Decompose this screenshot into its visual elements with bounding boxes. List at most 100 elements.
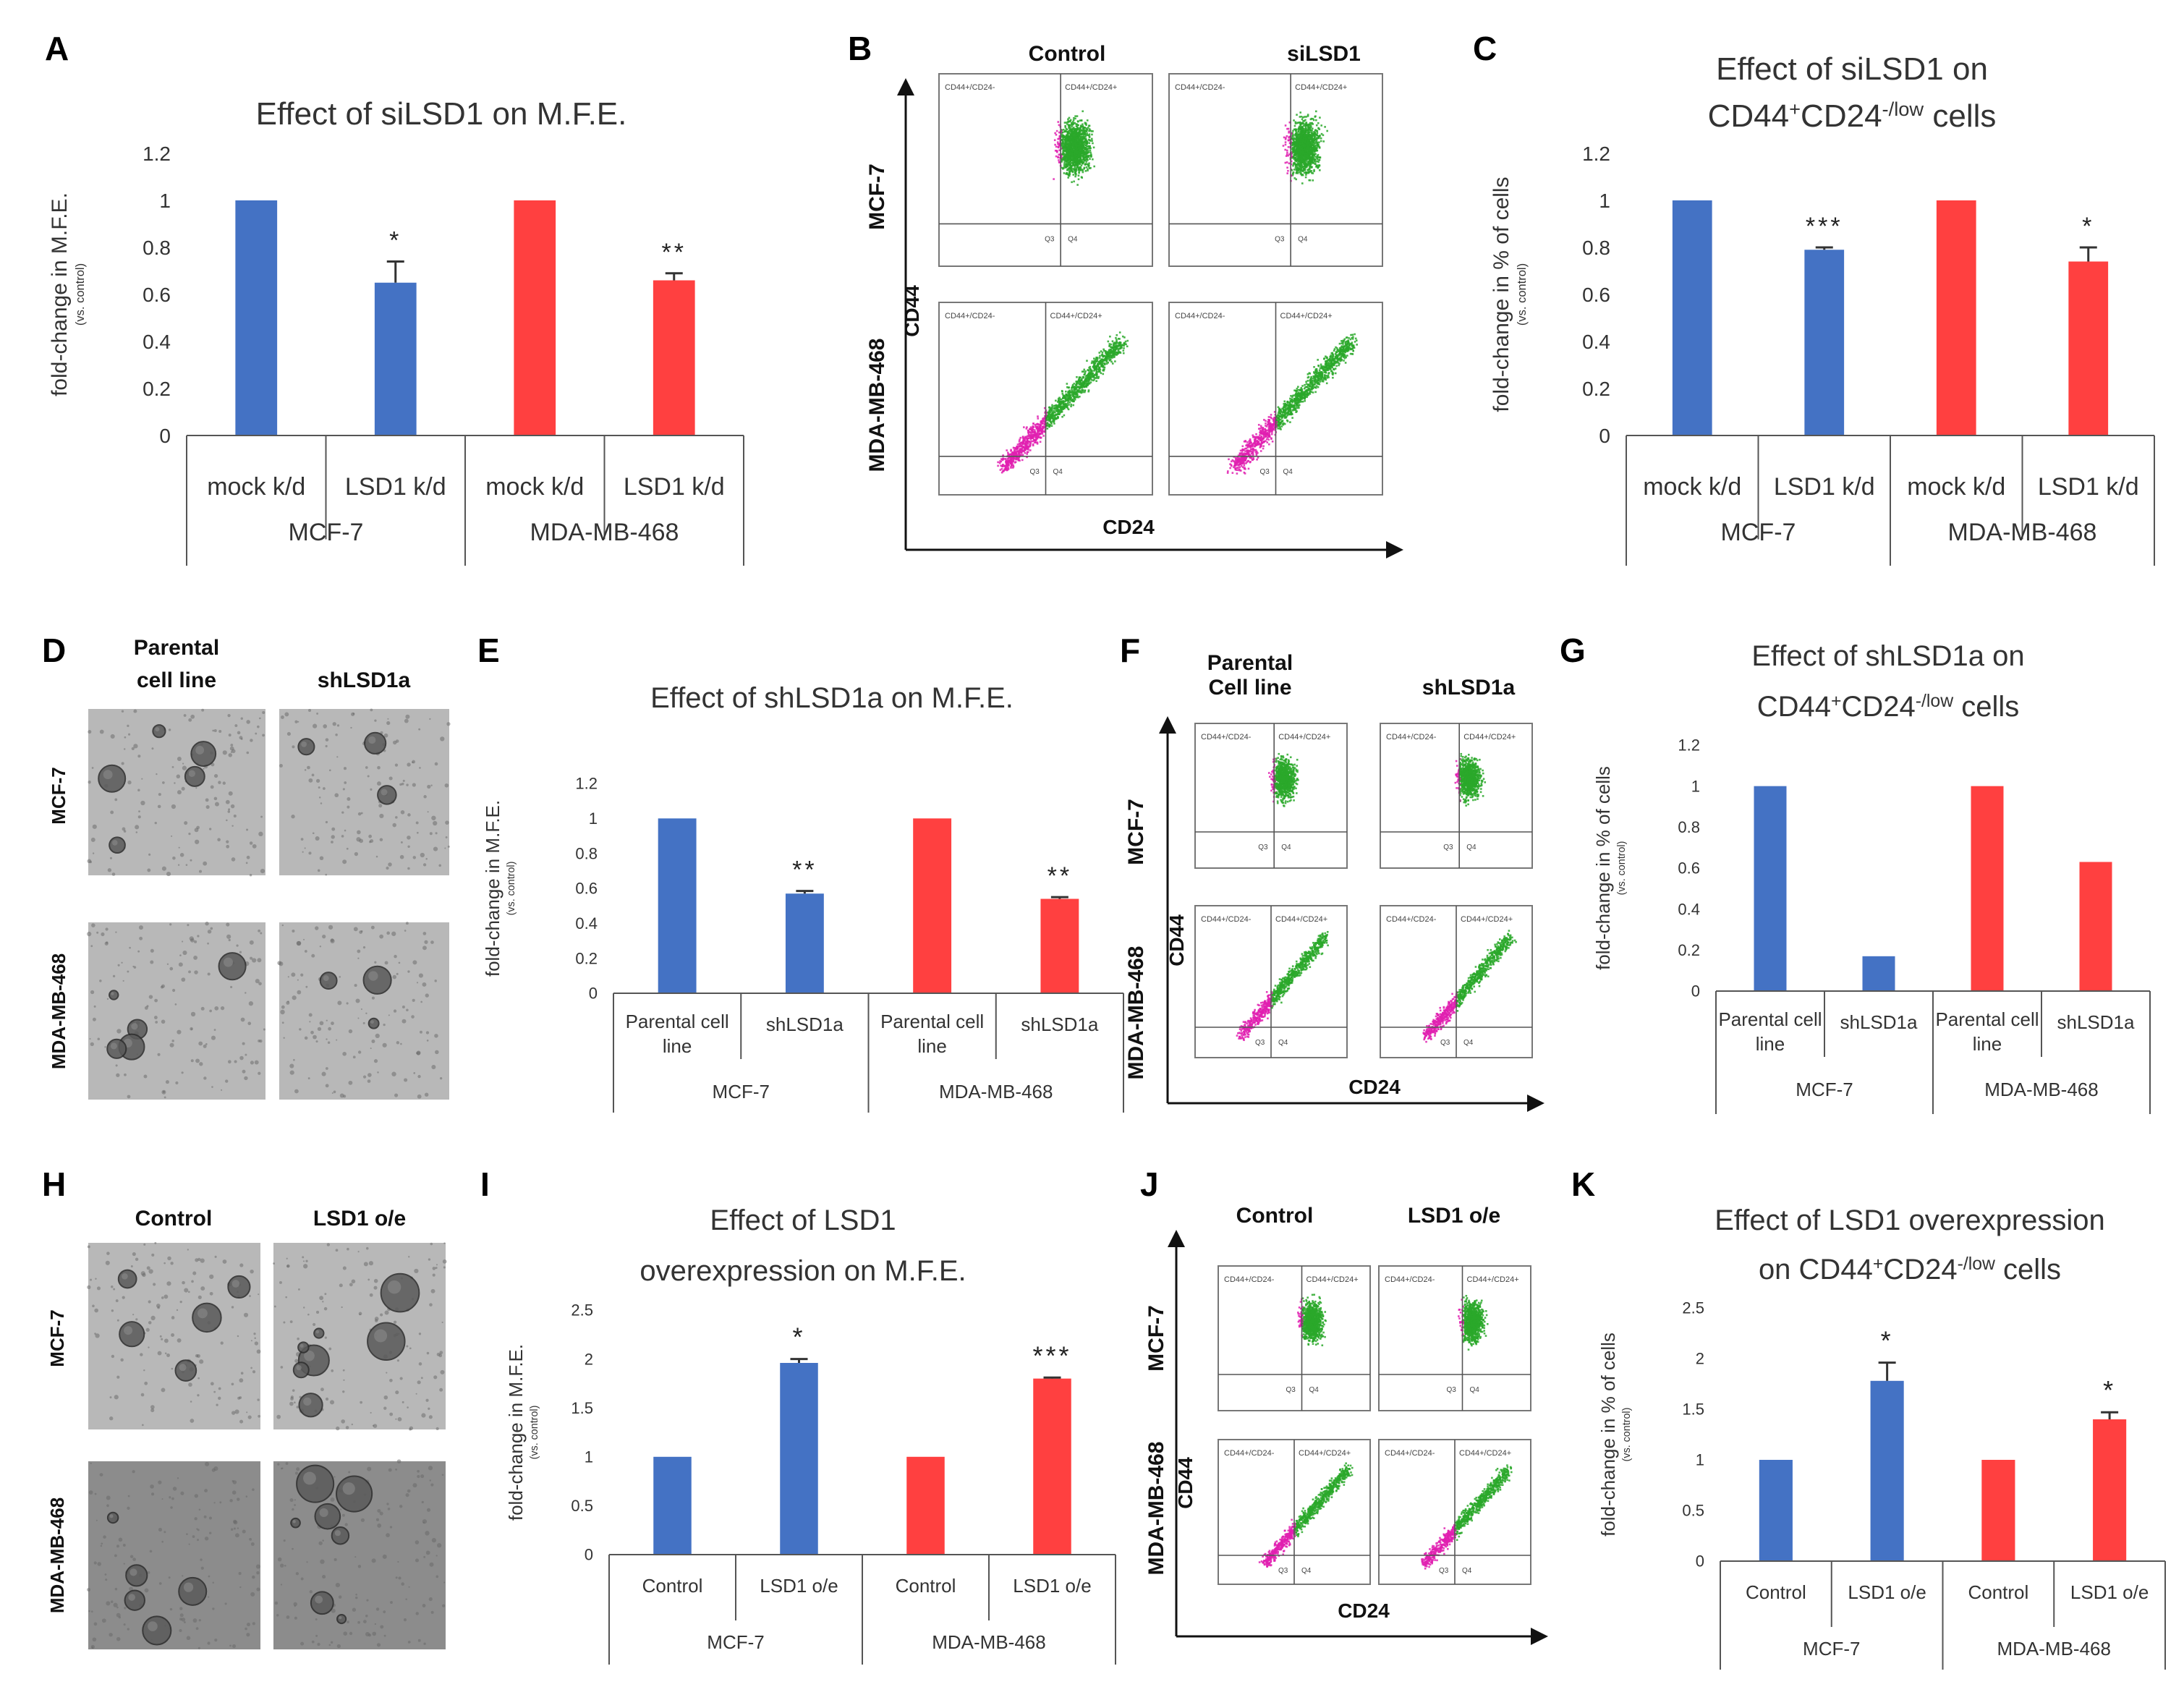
flow-dot xyxy=(1079,163,1082,166)
flow-dot xyxy=(1050,417,1053,420)
flow-dot xyxy=(1313,169,1315,171)
flow-dot xyxy=(1067,391,1069,394)
panel-letter-d: D xyxy=(42,632,67,669)
flow-dot xyxy=(1079,161,1081,164)
group-label: MCF-7 xyxy=(707,1631,764,1653)
flow-dot xyxy=(1306,123,1309,126)
flow-dot xyxy=(1322,140,1325,143)
flow-dot xyxy=(1079,389,1081,392)
flow-dot xyxy=(1066,163,1068,165)
flow-dot xyxy=(1078,129,1080,131)
flow-dot xyxy=(1309,144,1311,147)
flow-dot xyxy=(1314,145,1316,147)
flow-dot xyxy=(1078,171,1080,173)
cd44-axis-label: CD44 xyxy=(901,285,923,337)
flow-dot xyxy=(1064,157,1067,160)
flow-dot xyxy=(1309,166,1311,169)
flow-dot xyxy=(1309,156,1312,158)
flow-dot xyxy=(1082,143,1084,145)
flow-dot xyxy=(1066,383,1068,385)
flow-dot xyxy=(1084,148,1087,151)
flow-dot xyxy=(1074,160,1076,163)
flow-dot xyxy=(1243,464,1246,467)
flow-dot xyxy=(1319,156,1322,158)
bar-chart-a: Effect of siLSD1 on M.F.E.00.20.40.60.81… xyxy=(48,96,744,566)
flow-dot xyxy=(1123,336,1126,339)
flow-dot xyxy=(1090,130,1092,132)
flow-dot xyxy=(1262,447,1265,450)
flow-dot xyxy=(1286,166,1288,169)
category-label: LSD1 k/d xyxy=(1774,473,1875,501)
flow-dot xyxy=(1317,153,1320,156)
flow-dot xyxy=(1069,151,1071,154)
flow-dot xyxy=(1076,184,1079,186)
significance-stars: * xyxy=(1881,1326,1894,1356)
flow-dot xyxy=(1017,459,1020,462)
flow-dot xyxy=(1053,409,1055,412)
flow-dot xyxy=(1299,155,1301,158)
flow-dot xyxy=(1077,140,1080,143)
flow-dot xyxy=(1062,407,1064,409)
flow-dot xyxy=(1085,130,1088,133)
flow-dot xyxy=(1082,158,1085,161)
flow-dot xyxy=(1006,449,1008,451)
flow-dot xyxy=(1093,368,1096,371)
flow-dot xyxy=(1068,124,1071,127)
flow-dot xyxy=(1292,171,1295,174)
flow-dot xyxy=(1313,137,1315,140)
flow-dot xyxy=(1037,436,1040,438)
flow-dot xyxy=(1072,163,1075,166)
flow-dot xyxy=(1061,147,1063,150)
flow-dot xyxy=(1316,134,1318,137)
flow-dot xyxy=(1295,138,1298,141)
flow-dot xyxy=(1299,133,1301,135)
cd24-axis-label: CD24 xyxy=(1102,516,1155,538)
flow-dot xyxy=(1092,146,1095,149)
flow-dot xyxy=(1063,145,1066,148)
flow-dot xyxy=(1297,169,1300,171)
flow-dot xyxy=(1089,151,1092,154)
y-tick-label: 0.5 xyxy=(1682,1502,1704,1520)
flow-dot xyxy=(1076,120,1079,122)
bar xyxy=(1033,1378,1071,1555)
flow-dot xyxy=(1066,131,1068,133)
flow-dot xyxy=(1292,129,1294,132)
flow-dot xyxy=(1312,172,1314,174)
flow-dot xyxy=(1061,405,1063,408)
flow-dot xyxy=(1084,378,1087,380)
flow-dot xyxy=(1110,343,1113,346)
flow-dot xyxy=(1069,160,1072,163)
flow-dot xyxy=(1063,122,1066,124)
flow-dot xyxy=(1087,149,1089,152)
flow-dot xyxy=(1079,169,1082,171)
y-tick-label: 1 xyxy=(585,1448,593,1466)
flow-dot xyxy=(1066,156,1068,158)
flow-dot xyxy=(1093,357,1095,360)
quadrant-label: Q4 xyxy=(1298,235,1308,243)
flow-dot xyxy=(1317,144,1320,147)
flow-dot xyxy=(1084,138,1087,141)
flow-dot xyxy=(1316,143,1319,145)
flow-dot xyxy=(1310,148,1313,150)
flow-dot xyxy=(1092,372,1095,375)
group-label: MDA-MB-468 xyxy=(1984,1079,2098,1100)
flow-dot xyxy=(1298,140,1301,143)
bar xyxy=(1870,1380,1904,1561)
flow-dot xyxy=(1008,459,1011,462)
flow-dot xyxy=(1092,367,1095,369)
flow-dot xyxy=(1075,131,1078,133)
category-label: Control xyxy=(896,1575,956,1597)
flow-dot xyxy=(1024,447,1027,450)
flow-dot xyxy=(1030,440,1033,443)
y-tick-label: 1.5 xyxy=(571,1399,593,1417)
flow-dot xyxy=(1318,164,1321,166)
flow-dot xyxy=(1088,129,1090,132)
y-tick-label: 1 xyxy=(589,809,598,828)
flow-dot xyxy=(1303,165,1306,167)
flow-dot xyxy=(1055,399,1057,402)
flow-dot xyxy=(1064,137,1067,140)
flow-dot xyxy=(1055,155,1058,158)
flow-dot xyxy=(1081,150,1084,153)
